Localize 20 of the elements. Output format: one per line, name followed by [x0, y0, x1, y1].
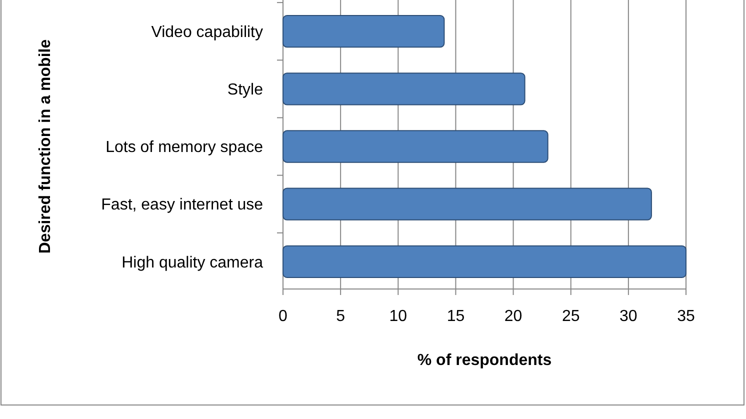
- bar: [282, 130, 548, 163]
- y-tick-label: Video capability: [151, 24, 263, 41]
- y-tick-label: High quality camera: [122, 254, 264, 272]
- bar: [282, 72, 526, 106]
- x-tick-label: 30: [620, 308, 638, 325]
- y-tick-label: Lots of memory space: [106, 139, 264, 156]
- x-tick-label: 0: [278, 308, 288, 325]
- bar: [282, 188, 652, 220]
- x-tick-label: 5: [336, 308, 346, 325]
- x-tick-label: 20: [504, 308, 522, 325]
- x-tick-label: 10: [389, 308, 408, 325]
- x-tick-label: 35: [677, 308, 695, 325]
- bar: [282, 15, 445, 48]
- y-axis-title: Desired function in a mobile: [37, 39, 54, 254]
- bar: [282, 245, 686, 278]
- x-axis-title: % of respondents: [417, 352, 552, 369]
- y-tick-label: Style: [227, 82, 264, 99]
- x-tick-label: 25: [562, 308, 580, 325]
- x-tick-label: 15: [446, 308, 465, 325]
- y-tick-label: Fast, easy internet use: [101, 196, 264, 214]
